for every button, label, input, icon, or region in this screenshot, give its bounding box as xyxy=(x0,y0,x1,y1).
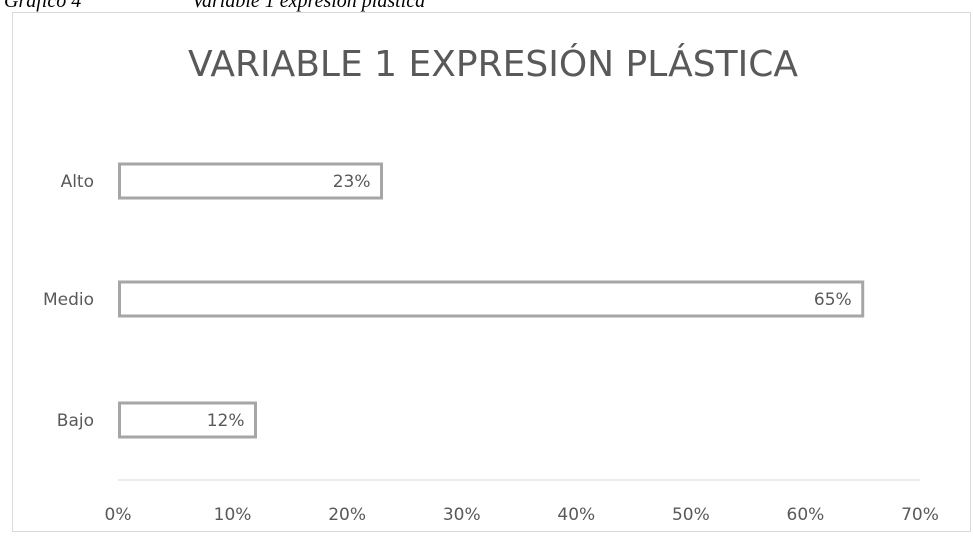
x-tick-label: 60% xyxy=(787,505,825,525)
chart-title: VARIABLE 1 EXPRESIÓN PLÁSTICA xyxy=(188,43,798,85)
x-tick-label: 10% xyxy=(214,505,252,525)
bar-chart: VARIABLE 1 EXPRESIÓN PLÁSTICA Alto Medio B… xyxy=(43,43,939,525)
bars-layer xyxy=(118,162,865,439)
data-label-alto: 23% xyxy=(333,172,371,192)
x-tick-label: 40% xyxy=(557,505,595,525)
category-label-alto: Alto xyxy=(61,172,94,192)
figure-caption: Gráfico 4 Variable 1 expresión plástica xyxy=(4,0,425,13)
x-tick-labels: 0% 10% 20% 30% 40% 50% 60% 70% xyxy=(105,505,939,525)
x-tick-label: 0% xyxy=(105,505,132,525)
data-label-bajo: 12% xyxy=(207,411,245,431)
category-labels: Alto Medio Bajo xyxy=(43,172,94,431)
category-label-bajo: Bajo xyxy=(57,411,94,431)
figure-caption-title: Variable 1 expresión plástica xyxy=(192,0,426,12)
data-labels: 23% 65% 12% xyxy=(207,172,852,431)
x-tick-label: 30% xyxy=(443,505,481,525)
x-tick-label: 50% xyxy=(672,505,710,525)
x-tick-label: 20% xyxy=(328,505,366,525)
bar-alto xyxy=(118,162,384,200)
x-tick-label: 70% xyxy=(901,505,939,525)
bar-bajo xyxy=(118,401,257,439)
bar-medio xyxy=(118,280,865,318)
figure-caption-label: Gráfico 4 xyxy=(4,0,82,12)
category-label-medio: Medio xyxy=(43,290,94,310)
chart-frame: VARIABLE 1 EXPRESIÓN PLÁSTICA Alto Medio B… xyxy=(12,12,971,532)
data-label-medio: 65% xyxy=(814,290,852,310)
